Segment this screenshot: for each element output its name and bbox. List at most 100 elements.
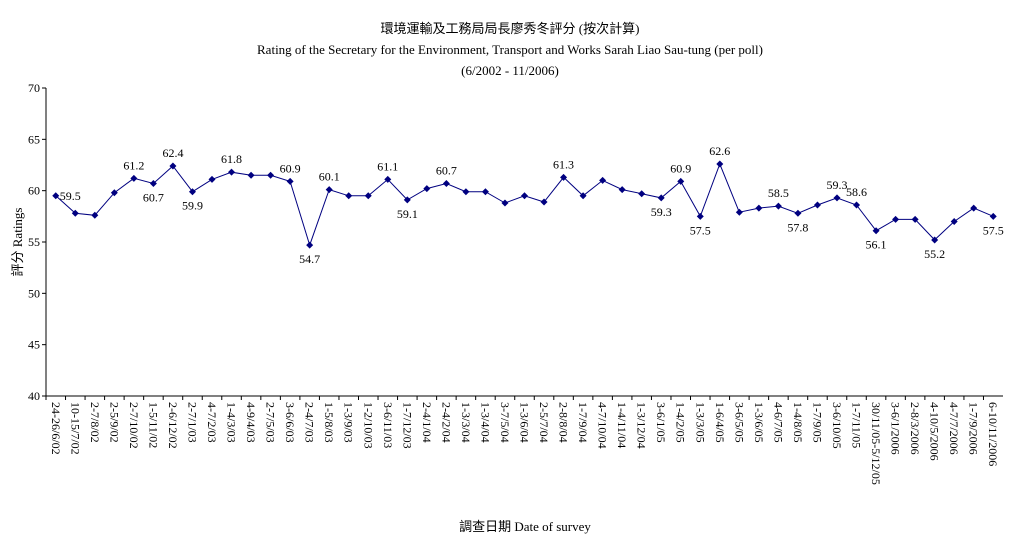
x-tick-label: 1-4/3/03 [225,402,239,443]
point-marker [755,204,763,212]
point-marker [188,188,196,196]
point-marker [345,192,353,200]
x-axis-label: 調查日期 Date of survey [459,519,591,534]
point-marker [794,209,802,217]
x-tick-label: 2-8/3/2006 [908,402,922,455]
x-tick-label: 1-3/6/05 [752,402,766,443]
data-label: 61.3 [553,157,574,171]
x-tick-label: 24-26/6/02 [49,402,63,455]
data-label: 62.4 [162,146,183,160]
point-marker [774,202,782,210]
x-tick-label: 3-6/1/2006 [889,402,903,455]
point-marker [989,212,997,220]
point-marker [110,189,118,197]
point-marker [677,177,685,185]
point-marker [716,160,724,168]
data-label: 60.1 [319,170,340,184]
point-marker [247,171,255,179]
point-marker [892,215,900,223]
data-label: 60.7 [143,190,164,204]
point-marker [970,204,978,212]
x-tick-label: 10-15/7/02 [68,402,82,455]
point-marker [638,190,646,198]
x-tick-label: 1-3/3/05 [693,402,707,443]
x-tick-label: 3-6/5/05 [732,402,746,443]
data-label: 61.1 [377,159,398,173]
x-tick-label: 2-5/9/02 [107,402,121,443]
data-label: 62.6 [709,144,730,158]
y-axis-label: 評分 Ratings [10,208,25,277]
x-tick-label: 4-6/7/05 [771,402,785,443]
chart-period: (6/2002 - 11/2006) [461,63,559,78]
x-tick-label: 3-6/6/03 [283,402,297,443]
point-marker [657,194,665,202]
data-label: 55.2 [924,247,945,261]
point-marker [364,192,372,200]
point-marker [384,175,392,183]
y-tick-label: 65 [28,132,40,146]
data-label: 59.9 [182,199,203,213]
x-tick-label: 3-6/11/03 [381,402,395,448]
point-marker [71,209,79,217]
data-label: 54.7 [299,252,320,266]
data-label: 59.1 [397,207,418,221]
x-tick-label: 1-7/12/03 [400,402,414,449]
data-label: 59.5 [60,189,81,203]
data-label: 61.8 [221,152,242,166]
x-tick-label: 2-5/7/04 [537,402,551,443]
point-marker [618,186,626,194]
y-tick-label: 50 [28,286,40,300]
x-tick-label: 1-3/6/04 [518,402,532,443]
point-marker [130,174,138,182]
x-tick-label: 30/11/05-5/12/05 [869,402,883,485]
x-tick-label: 3-7/5/04 [498,402,512,443]
point-marker [423,185,431,193]
x-tick-label: 2-7/10/02 [127,402,141,449]
data-label: 57.5 [690,223,711,237]
x-tick-label: 1-5/8/03 [322,402,336,443]
data-label: 59.3 [826,178,847,192]
x-tick-label: 1-3/9/03 [342,402,356,443]
point-marker [599,176,607,184]
point-marker [735,208,743,216]
point-marker [306,241,314,249]
data-label: 59.3 [651,205,672,219]
x-tick-label: 2-4/1/04 [420,402,434,443]
point-marker [579,192,587,200]
x-tick-label: 2-7/1/03 [185,402,199,443]
x-tick-label: 1-7/9/04 [576,402,590,443]
point-marker [228,168,236,176]
x-tick-label: 2-4/7/03 [303,402,317,443]
data-label: 58.6 [846,185,867,199]
x-tick-label: 2-8/8/04 [557,402,571,443]
point-marker [91,211,99,219]
x-tick-label: 1-7/11/05 [850,402,864,448]
data-label: 60.9 [670,161,691,175]
point-marker [325,186,333,194]
point-marker [521,192,528,200]
point-marker [853,201,861,209]
x-tick-label: 2-4/2/04 [439,402,453,443]
x-tick-label: 4-7/10/04 [596,402,610,449]
data-label: 57.5 [983,223,1004,237]
x-tick-label: 2-6/12/02 [166,402,180,449]
point-marker [872,227,880,235]
x-tick-label: 1-3/4/04 [478,402,492,443]
chart-subtitle: Rating of the Secretary for the Environm… [257,42,763,57]
point-marker [403,196,411,204]
x-tick-label: 4-7/2/03 [205,402,219,443]
y-tick-label: 55 [28,235,40,249]
x-tick-label: 2-7/5/03 [264,402,278,443]
data-label: 58.5 [768,186,789,200]
point-marker [696,212,704,220]
x-tick-label: 1-6/4/05 [713,402,727,443]
point-marker [267,171,275,179]
x-tick-label: 6-10/11/2006 [986,402,1000,466]
y-tick-label: 60 [28,184,40,198]
point-marker [540,198,548,206]
x-tick-label: 1-7/9/05 [810,402,824,443]
point-marker [462,188,470,196]
x-tick-label: 1-4/8/05 [791,402,805,443]
x-tick-label: 1-7/9/2006 [967,402,981,455]
y-tick-label: 40 [28,389,40,403]
